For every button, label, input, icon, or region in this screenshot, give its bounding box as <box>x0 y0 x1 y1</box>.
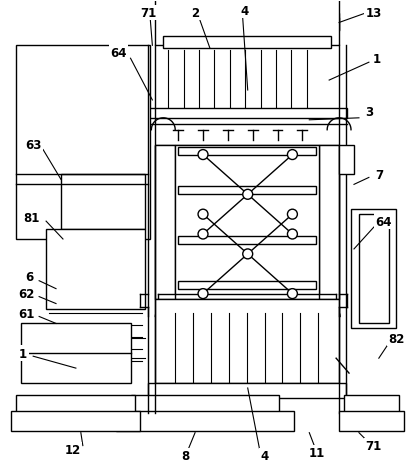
Circle shape <box>287 210 298 219</box>
Bar <box>155 145 175 299</box>
Bar <box>319 145 339 299</box>
Text: 12: 12 <box>65 443 81 456</box>
Text: 81: 81 <box>23 211 39 224</box>
Bar <box>163 37 331 49</box>
Bar <box>344 395 399 413</box>
Bar <box>12 411 141 431</box>
Bar <box>359 215 389 324</box>
Circle shape <box>287 289 298 299</box>
Bar <box>178 281 316 289</box>
Text: 71: 71 <box>366 439 382 452</box>
Text: 2: 2 <box>191 7 199 20</box>
Circle shape <box>198 150 208 160</box>
Text: 82: 82 <box>388 332 405 345</box>
Text: 3: 3 <box>365 106 373 119</box>
Text: 62: 62 <box>18 288 35 300</box>
Bar <box>16 46 150 239</box>
Bar <box>178 237 316 245</box>
Bar <box>339 145 354 175</box>
Circle shape <box>243 249 253 259</box>
Text: 63: 63 <box>25 139 42 152</box>
Text: 1: 1 <box>19 347 27 360</box>
Text: 11: 11 <box>309 446 326 459</box>
Bar <box>115 411 294 431</box>
Text: 13: 13 <box>366 7 382 20</box>
Text: 64: 64 <box>110 47 127 60</box>
Bar <box>61 175 145 229</box>
Bar <box>155 0 339 46</box>
Text: 6: 6 <box>25 271 33 284</box>
Text: 61: 61 <box>18 307 35 320</box>
Bar <box>351 210 396 329</box>
Circle shape <box>287 150 298 160</box>
Text: 1: 1 <box>373 53 381 66</box>
Bar <box>175 145 319 294</box>
Bar <box>148 109 347 119</box>
Text: 4: 4 <box>240 5 249 18</box>
Circle shape <box>198 289 208 299</box>
Bar <box>155 145 339 299</box>
Bar <box>16 395 136 413</box>
Text: 71: 71 <box>140 7 157 20</box>
Bar <box>131 395 279 413</box>
Bar <box>46 229 145 309</box>
Bar <box>148 383 346 398</box>
Bar <box>155 299 339 383</box>
Text: 8: 8 <box>181 449 189 462</box>
Circle shape <box>198 210 208 219</box>
Bar <box>279 13 339 31</box>
Bar <box>21 324 131 383</box>
Text: 7: 7 <box>375 169 383 181</box>
Circle shape <box>243 190 253 200</box>
Text: 4: 4 <box>261 449 269 462</box>
Circle shape <box>198 229 208 239</box>
Text: 64: 64 <box>376 215 392 228</box>
Bar <box>178 147 316 155</box>
Circle shape <box>287 229 298 239</box>
Bar <box>339 411 404 431</box>
Bar <box>178 187 316 195</box>
